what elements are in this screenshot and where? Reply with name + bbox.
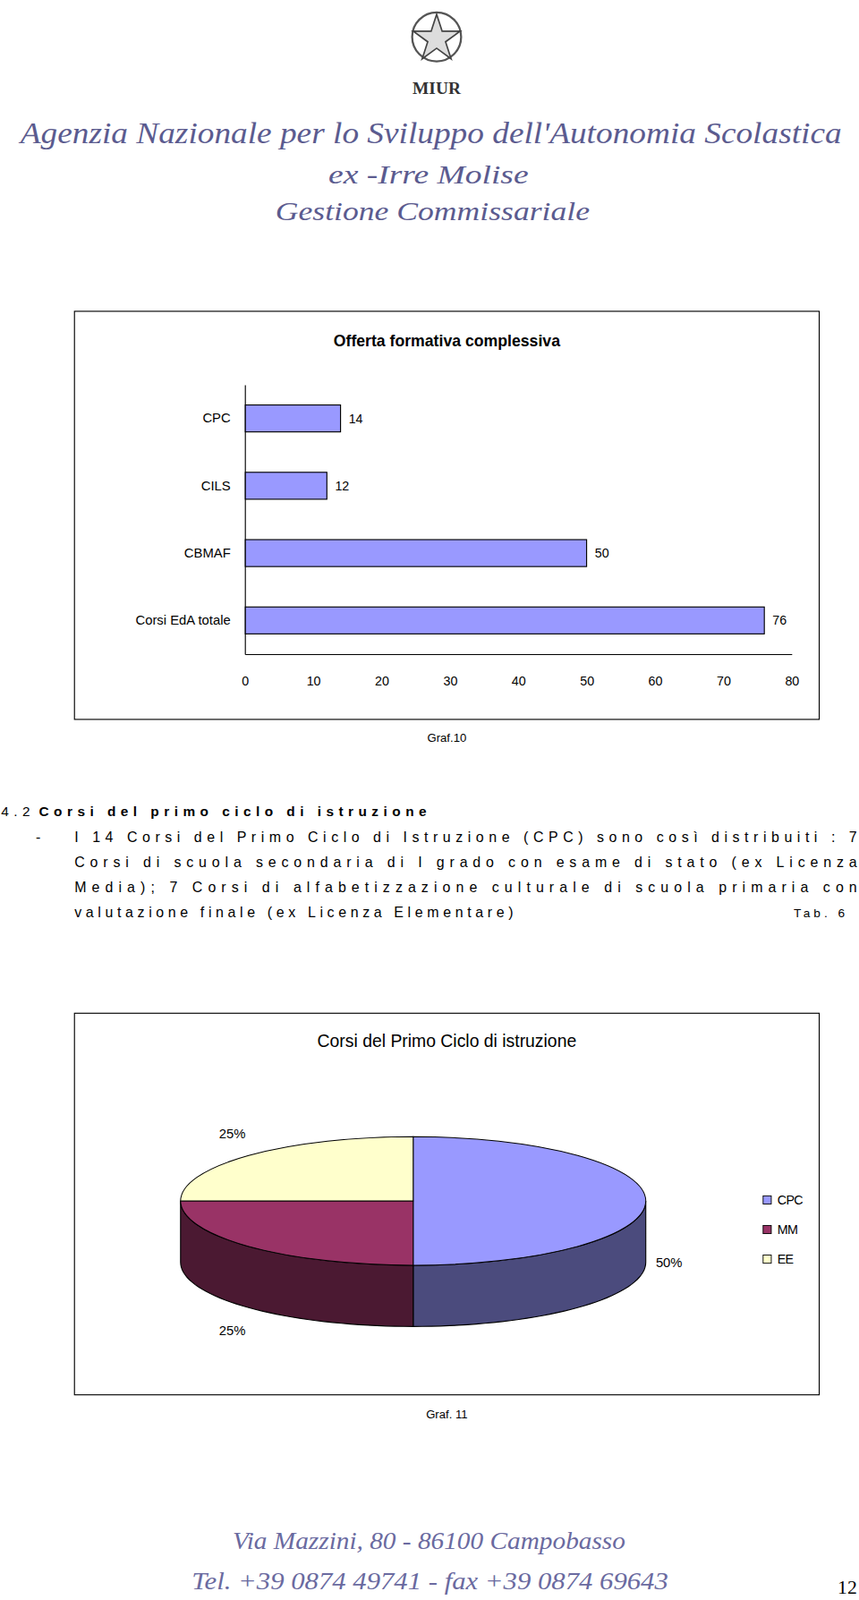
tick-label: 50 <box>579 673 595 689</box>
tick: CBMAF <box>184 545 246 561</box>
tick: CPC <box>202 410 245 426</box>
x-axis: 0 10 20 30 40 50 60 70 80 <box>241 654 800 689</box>
page-svg: MIUR Agenzia Nazionale per lo Sviluppo de… <box>0 0 859 1600</box>
legend-swatch <box>763 1255 772 1264</box>
bullet: - <box>35 829 41 845</box>
header-line: ex -Irre Molise <box>328 160 528 189</box>
bar <box>245 539 587 567</box>
tick: 30 <box>442 654 458 689</box>
pie-top <box>180 1136 647 1266</box>
page-container: MIUR Agenzia Nazionale per lo Sviluppo de… <box>0 0 859 1600</box>
tick-label: 70 <box>716 673 732 689</box>
pie-slice <box>413 1136 647 1266</box>
data-label: 25% <box>219 1126 247 1141</box>
tick-label: 40 <box>511 673 527 689</box>
legend-swatch <box>763 1195 772 1204</box>
bar <box>245 472 328 500</box>
tick-label: 10 <box>306 673 322 689</box>
data-label: 12 <box>334 478 349 494</box>
tick: 80 <box>784 654 800 689</box>
caption: Graf.10 <box>427 731 468 745</box>
section-heading: 4.2 Corsi del primo ciclo di istruzione <box>0 803 427 819</box>
chart-frame <box>74 311 819 720</box>
section-title: Corsi del primo ciclo di istruzione <box>39 803 428 819</box>
category-label: CBMAF <box>184 545 231 561</box>
data-label: 50 <box>595 545 610 561</box>
section: 4.2 Corsi del primo ciclo di istruzione - I… <box>0 803 858 920</box>
axis-line <box>245 385 247 655</box>
tick-label: 80 <box>784 673 800 689</box>
y-axis: CPC CILS CBMAF Corsi EdA totale <box>135 385 246 655</box>
data-label: 14 <box>348 411 364 426</box>
paragraph-line: Corsi di scuola secondaria di I grado co… <box>74 854 858 870</box>
category-label: Corsi EdA totale <box>135 612 230 628</box>
header: MIUR Agenzia Nazionale per lo Sviluppo de… <box>18 12 842 227</box>
paragraph-line: Media); 7 Corsi di alfabetizzazione cult… <box>74 879 857 895</box>
chart-frame <box>74 1012 819 1395</box>
section-number: 4.2 <box>0 803 30 819</box>
data-labels: 14 12 50 76 <box>334 411 787 629</box>
legend-swatch <box>763 1224 772 1234</box>
tick-label: 0 <box>241 673 249 689</box>
pie-side <box>180 1200 414 1327</box>
data-label: 76 <box>772 612 787 628</box>
page-number: 12 <box>837 1576 858 1599</box>
footer-address: Via Mazzini, 80 - 86100 Campobasso <box>232 1527 626 1555</box>
tick: 10 <box>306 654 322 689</box>
pie-slice <box>180 1136 414 1201</box>
table-ref: Tab. 6 <box>793 906 845 920</box>
tick-label: 30 <box>442 673 458 689</box>
tick: 0 <box>241 654 249 689</box>
footer: Via Mazzini, 80 - 86100 Campobasso Tel. +… <box>191 1527 857 1599</box>
axis-line <box>245 654 792 655</box>
legend: CPC MM EE <box>763 1192 803 1267</box>
tick-label: 20 <box>374 673 390 689</box>
legend-label: MM <box>777 1222 798 1237</box>
paragraph-line: valutazione finale (ex Licenza Elementar… <box>74 904 513 920</box>
tick: 70 <box>716 654 732 689</box>
data-label: 50% <box>655 1255 683 1270</box>
footer-phone: Tel. +39 0874 49741 - fax +39 0874 69643 <box>191 1567 668 1595</box>
emblem-ring <box>412 12 462 62</box>
legend-label: CPC <box>777 1192 803 1208</box>
emblem-star <box>413 14 460 60</box>
chart-pie: Corsi del Primo Ciclo di istruzione 50% 25… <box>74 1012 819 1395</box>
legend-label: EE <box>777 1251 794 1267</box>
tick: 50 <box>579 654 595 689</box>
bar <box>245 405 341 433</box>
tick: CILS <box>201 478 246 494</box>
emblem-text: MIUR <box>412 78 462 98</box>
bars <box>245 405 766 635</box>
caption: Graf. 11 <box>425 1407 468 1421</box>
paragraph-line: I 14 Corsi del Primo Ciclo di Istruzione… <box>74 829 858 845</box>
tick: 20 <box>374 654 390 689</box>
header-line: Gestione Commissariale <box>275 196 590 226</box>
pie-slice <box>180 1200 414 1266</box>
bar <box>245 606 766 634</box>
header-line: Agenzia Nazionale per lo Sviluppo dell'A… <box>18 116 842 150</box>
tick: Corsi EdA totale <box>135 612 245 628</box>
chart-title: Offerta formativa complessiva <box>333 331 561 350</box>
chart-bar: Offerta formativa complessiva 14 12 50 76 CPC… <box>74 311 819 720</box>
category-label: CPC <box>202 410 231 426</box>
tick-label: 60 <box>648 673 664 689</box>
data-labels: 50% 25% 25% <box>219 1126 683 1339</box>
chart-title: Corsi del Primo Ciclo di istruzione <box>317 1030 578 1051</box>
tick: 60 <box>648 654 664 689</box>
tick: 40 <box>511 654 527 689</box>
data-label: 25% <box>219 1323 247 1338</box>
category-label: CILS <box>201 478 231 494</box>
